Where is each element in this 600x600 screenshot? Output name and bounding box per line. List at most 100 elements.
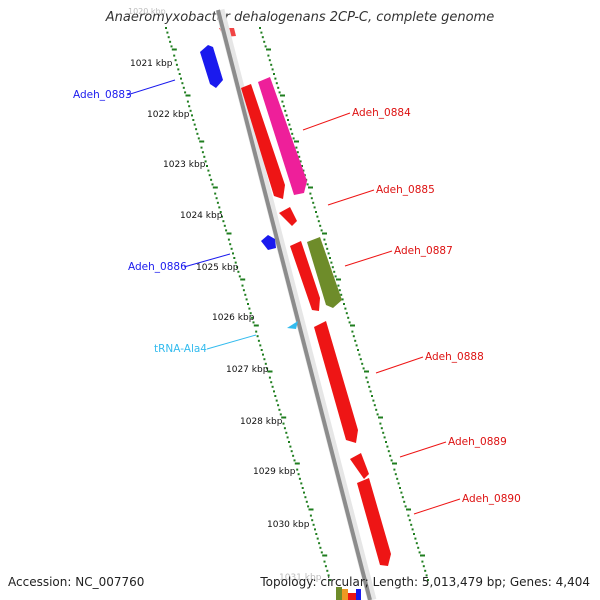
ruler-label-1021: 1021 kbp bbox=[130, 59, 173, 69]
feature-adeh-0887-red[interactable] bbox=[290, 241, 320, 311]
ruler-labels: 1021 kbp 1022 kbp 1023 kbp 1024 kbp 1025… bbox=[130, 59, 322, 583]
left-tick bbox=[184, 91, 187, 94]
left-tick bbox=[242, 289, 245, 292]
feature-label-trna[interactable]: tRNA-Ala4 bbox=[154, 343, 207, 355]
feature-bottom-orange bbox=[342, 589, 348, 600]
feature-adeh-0888[interactable] bbox=[314, 321, 358, 443]
left-tick bbox=[327, 574, 330, 577]
feature-label-0889[interactable]: Adeh_0889 bbox=[448, 436, 507, 448]
accession-text: Accession: NC_007760 bbox=[8, 575, 145, 589]
left-tick bbox=[252, 321, 255, 324]
right-tick bbox=[313, 206, 316, 209]
left-tick bbox=[314, 528, 316, 531]
feature-adeh-0885[interactable] bbox=[279, 207, 297, 226]
right-tick bbox=[397, 482, 400, 485]
left-tick bbox=[173, 54, 176, 57]
feature-adeh-0890[interactable] bbox=[357, 478, 391, 566]
right-tick bbox=[334, 275, 337, 278]
right-tick bbox=[371, 395, 373, 397]
left-tick bbox=[311, 519, 314, 522]
right-tick bbox=[291, 132, 294, 135]
feature-adeh-0884-pink[interactable] bbox=[258, 77, 307, 195]
left-tick bbox=[211, 183, 214, 186]
right-tick bbox=[383, 436, 386, 439]
right-tick bbox=[284, 109, 287, 112]
left-tick bbox=[263, 358, 266, 361]
left-tick bbox=[193, 123, 196, 126]
left-tick bbox=[240, 278, 246, 281]
left-tick bbox=[278, 408, 281, 411]
feature-adeh-0886[interactable] bbox=[261, 235, 276, 250]
right-tick bbox=[316, 215, 319, 218]
feature-label-0885[interactable]: Adeh_0885 bbox=[376, 184, 435, 196]
left-tick bbox=[169, 40, 172, 43]
right-tick bbox=[410, 523, 413, 526]
left-tick bbox=[182, 86, 185, 89]
right-tick bbox=[358, 353, 361, 356]
right-tick bbox=[420, 554, 425, 557]
right-tick bbox=[282, 105, 285, 108]
feature-label-0886[interactable]: Adeh_0886 bbox=[128, 261, 187, 273]
feature-adeh-0887-olive[interactable] bbox=[307, 237, 342, 308]
left-tick bbox=[304, 496, 307, 499]
right-tick bbox=[333, 270, 336, 273]
right-tick bbox=[355, 344, 358, 347]
left-tick bbox=[255, 330, 258, 333]
left-tick bbox=[229, 243, 232, 246]
left-tick bbox=[286, 436, 289, 439]
right-tick bbox=[294, 140, 299, 143]
left-tick bbox=[218, 206, 221, 209]
left-tick bbox=[238, 275, 241, 278]
genome-summary-text: Topology: circular; Length: 5,013,479 bp… bbox=[260, 575, 590, 589]
feature-label-0883[interactable]: Adeh_0883 bbox=[73, 89, 132, 101]
ruler-label-faded-top: 1020 kbp bbox=[128, 7, 166, 16]
left-tick bbox=[262, 353, 264, 356]
feature-adeh-0889[interactable] bbox=[350, 453, 369, 479]
left-tick bbox=[285, 431, 288, 434]
left-tick bbox=[247, 303, 249, 305]
left-tick bbox=[307, 505, 310, 508]
feature-label-0887[interactable]: Adeh_0887 bbox=[394, 245, 453, 257]
right-tick bbox=[331, 266, 334, 269]
left-tick bbox=[206, 165, 208, 167]
genome-title: Anaeromyxobacter dehalogenans 2CP-C, com… bbox=[105, 10, 495, 25]
left-tick bbox=[245, 298, 248, 301]
feature-label-0890[interactable]: Adeh_0890 bbox=[462, 493, 521, 505]
left-tick bbox=[323, 560, 326, 563]
right-tick bbox=[287, 119, 289, 121]
feature-label-0884[interactable]: Adeh_0884 bbox=[352, 107, 411, 119]
left-tick bbox=[281, 416, 287, 419]
left-tick bbox=[185, 94, 191, 97]
callout-line-0885 bbox=[327, 189, 375, 206]
left-tick bbox=[248, 307, 251, 310]
right-tick bbox=[407, 514, 410, 517]
right-tick bbox=[404, 505, 407, 508]
right-tick bbox=[359, 358, 362, 361]
left-tick bbox=[253, 324, 259, 327]
left-tick bbox=[236, 266, 239, 269]
feature-adeh-0883[interactable] bbox=[200, 45, 223, 88]
left-tick bbox=[166, 31, 169, 34]
callout-line-0884 bbox=[302, 112, 351, 131]
left-tick bbox=[212, 186, 218, 189]
ruler-label-1029: 1029 kbp bbox=[253, 467, 296, 477]
right-tick bbox=[323, 238, 326, 241]
ruler-label-faded-bottom: 1031 kbp bbox=[279, 573, 322, 583]
left-tick bbox=[273, 390, 275, 393]
feature-trna-ala4[interactable] bbox=[287, 321, 298, 329]
left-tick bbox=[226, 232, 232, 235]
right-tick bbox=[403, 500, 406, 503]
left-tick bbox=[316, 537, 319, 540]
right-tick bbox=[261, 36, 264, 39]
left-tick bbox=[319, 546, 322, 549]
left-tick bbox=[200, 146, 203, 149]
left-tick bbox=[170, 45, 173, 48]
feature-label-0888[interactable]: Adeh_0888 bbox=[425, 351, 484, 363]
backbone-line bbox=[216, 9, 372, 600]
right-tick bbox=[422, 565, 425, 568]
feature-adeh-0884-red[interactable] bbox=[241, 84, 285, 199]
right-tick bbox=[260, 31, 263, 34]
left-tick bbox=[227, 238, 230, 241]
right-tick bbox=[366, 381, 369, 384]
left-tick bbox=[271, 385, 274, 388]
